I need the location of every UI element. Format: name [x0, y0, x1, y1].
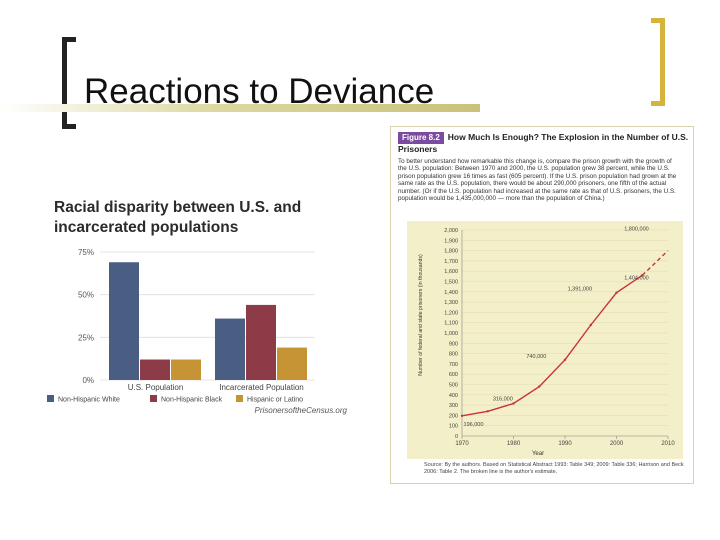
line-y-tick-label: 1,800 — [444, 249, 458, 255]
line-y-tick-label: 100 — [449, 424, 458, 430]
figure-description: To better understand how remarkable this… — [398, 158, 677, 203]
line-data-label: 316,000 — [493, 396, 513, 402]
line-data-label: 1,404,000 — [624, 275, 648, 281]
data-point — [563, 358, 567, 361]
bar — [277, 347, 307, 380]
line-chart-grid — [461, 229, 668, 437]
figure-source-note: Source: By the authors. Based on Statist… — [424, 462, 684, 475]
bar-y-tick-label: 50% — [78, 291, 94, 300]
figure-label: Figure 8.2 — [398, 132, 444, 144]
line-y-tick-label: 800 — [449, 352, 458, 358]
line-data-label: 740,000 — [526, 354, 546, 360]
slide-title: Reactions to Deviance — [84, 72, 435, 111]
bar-chart-title: Racial disparity between U.S. and incarc… — [54, 199, 302, 236]
line-chart-annotations: 196,000 316,000 740,000 1,391,000 1,404,000 1… — [464, 227, 649, 428]
data-point — [641, 274, 644, 277]
line-data-label: 1,800,000 — [624, 227, 648, 233]
line-y-tick-label: 1,200 — [444, 310, 458, 316]
line-y-tick-label: 300 — [449, 403, 458, 409]
bar-chart-bars — [109, 262, 307, 380]
line-x-tick-label: 1970 — [455, 441, 469, 447]
line-y-tick-label: 2,000 — [444, 228, 458, 234]
line-y-tick-label: 1,900 — [444, 238, 458, 244]
left-title-bracket — [62, 37, 76, 129]
line-y-tick-label: 0 — [455, 434, 458, 440]
line-y-tick-label: 400 — [449, 393, 458, 399]
line-y-tick-label: 1,300 — [444, 300, 458, 306]
data-point — [615, 291, 618, 294]
bar — [246, 304, 276, 380]
line-y-tick-label: 1,700 — [444, 259, 458, 265]
line-chart-xlabel: Year — [532, 451, 544, 457]
line-x-tick-label: 2010 — [661, 441, 675, 447]
figure-title: How Much Is Enough? The Explosion in the… — [398, 132, 689, 154]
bar — [171, 359, 201, 380]
bar — [109, 262, 139, 380]
legend-label: Non-Hispanic Black — [161, 397, 223, 404]
data-point — [538, 385, 541, 388]
title-underline-rule — [0, 104, 480, 112]
right-title-bracket — [651, 18, 665, 106]
legend-label: Hispanic or Latino — [247, 397, 303, 404]
line-y-tick-label: 600 — [449, 372, 458, 378]
line-y-tick-label: 1,400 — [444, 290, 458, 296]
prisoner-count-line — [461, 274, 643, 417]
data-point — [486, 410, 489, 413]
bar — [140, 359, 170, 380]
line-data-label: 1,391,000 — [568, 287, 592, 293]
projected-estimate-line — [641, 250, 669, 276]
bar-chart-legend: Non-Hispanic White Non-Hispanic Black Hisp… — [47, 395, 303, 404]
legend-swatch — [47, 395, 54, 402]
line-x-tick-label: 1990 — [558, 441, 572, 447]
figure-title-row: Figure 8.2 How Much Is Enough? The Explos… — [398, 132, 690, 154]
line-data-label: 196,000 — [464, 422, 484, 428]
line-chart-x-ticks: 1970 1980 1990 2000 2010 — [455, 436, 675, 447]
line-chart-series — [460, 250, 669, 418]
bar-chart-categories: U.S. Population Incarcerated Population — [128, 383, 304, 392]
legend-label: Non-Hispanic White — [58, 397, 120, 404]
line-y-tick-label: 500 — [449, 383, 458, 389]
legend-swatch — [236, 395, 243, 402]
line-y-tick-label: 1,600 — [444, 269, 458, 275]
bar-y-tick-label: 75% — [78, 248, 94, 257]
legend-swatch — [150, 395, 157, 402]
data-point — [512, 402, 515, 405]
line-y-tick-label: 200 — [449, 413, 458, 419]
data-point — [589, 323, 592, 327]
bar — [215, 318, 245, 380]
bar-y-tick-label: 0% — [82, 376, 94, 385]
figure-header: Figure 8.2 How Much Is Enough? The Explos… — [398, 132, 690, 202]
bar-chart-y-ticks: 0% 25% 50% 75% — [78, 248, 94, 385]
bar-category-label: Incarcerated Population — [219, 383, 304, 392]
line-chart-ylabel: Number of federal and state prisoners (i… — [418, 254, 424, 376]
line-y-tick-label: 700 — [449, 362, 458, 368]
line-y-tick-label: 1,100 — [444, 321, 458, 327]
line-y-tick-label: 900 — [449, 341, 458, 347]
line-x-tick-label: 1980 — [507, 441, 521, 447]
bar-y-tick-label: 25% — [78, 333, 94, 342]
line-chart-y-ticks: 0 100 200 300 400 500 600 700 800 900 1,000 1,100 1,… — [444, 228, 458, 440]
data-point — [460, 414, 464, 418]
line-y-tick-label: 1,500 — [444, 280, 458, 286]
line-x-tick-label: 2000 — [610, 441, 624, 447]
line-y-tick-label: 1,000 — [444, 331, 458, 337]
bar-chart-source: PrisonersoftheCensus.org — [255, 406, 348, 415]
bar-category-label: U.S. Population — [128, 383, 184, 392]
